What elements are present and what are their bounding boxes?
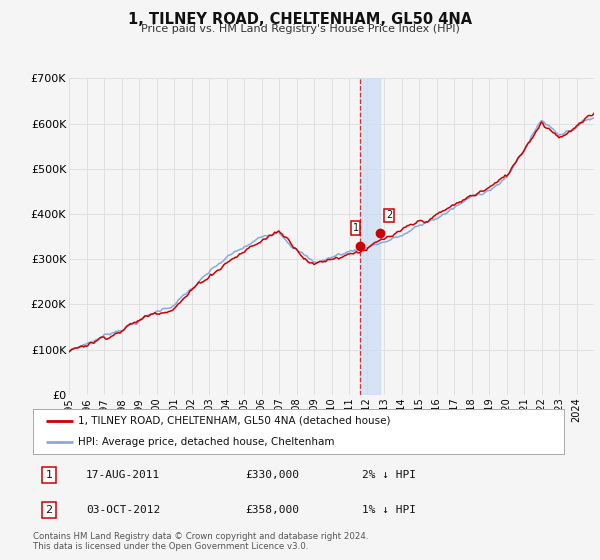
Text: Contains HM Land Registry data © Crown copyright and database right 2024.
This d: Contains HM Land Registry data © Crown c… <box>33 532 368 552</box>
Text: HPI: Average price, detached house, Cheltenham: HPI: Average price, detached house, Chel… <box>78 437 335 447</box>
Text: 2: 2 <box>386 211 392 220</box>
Text: 1, TILNEY ROAD, CHELTENHAM, GL50 4NA: 1, TILNEY ROAD, CHELTENHAM, GL50 4NA <box>128 12 472 27</box>
Text: Price paid vs. HM Land Registry's House Price Index (HPI): Price paid vs. HM Land Registry's House … <box>140 24 460 34</box>
Text: 17-AUG-2011: 17-AUG-2011 <box>86 470 160 480</box>
Text: 2: 2 <box>46 505 52 515</box>
Text: 1: 1 <box>46 470 52 480</box>
Text: 1% ↓ HPI: 1% ↓ HPI <box>362 505 416 515</box>
Text: £330,000: £330,000 <box>245 470 299 480</box>
Text: 2% ↓ HPI: 2% ↓ HPI <box>362 470 416 480</box>
Text: £358,000: £358,000 <box>245 505 299 515</box>
Text: 1, TILNEY ROAD, CHELTENHAM, GL50 4NA (detached house): 1, TILNEY ROAD, CHELTENHAM, GL50 4NA (de… <box>78 416 391 426</box>
Bar <box>360 78 380 395</box>
Text: 03-OCT-2012: 03-OCT-2012 <box>86 505 160 515</box>
Text: 1: 1 <box>353 223 359 233</box>
